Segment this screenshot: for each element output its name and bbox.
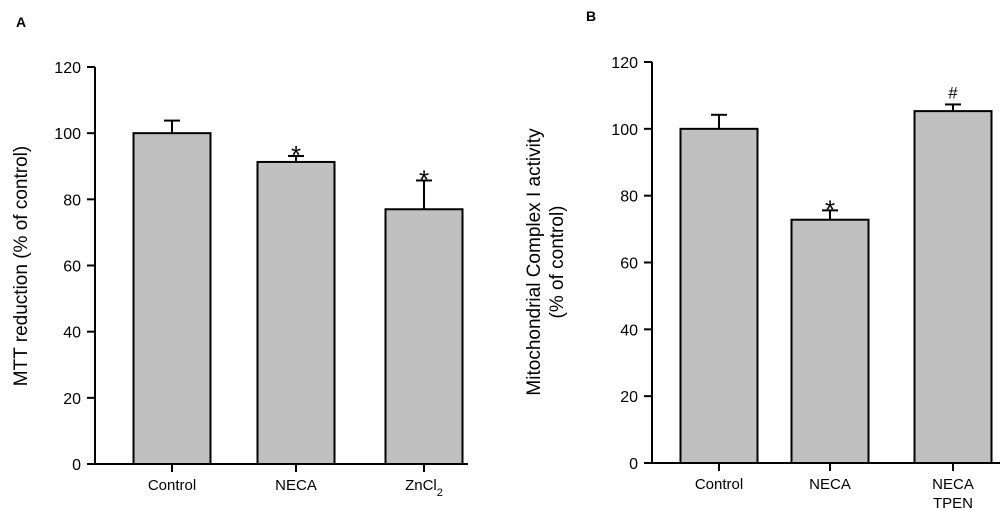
panel-a-category-label: ZnCl2 (405, 477, 443, 499)
panel-b-category-label-line2: TPEN (933, 495, 973, 510)
panel-a-category-subscript: 2 (437, 487, 443, 499)
panel-a-y-tick-label: 20 (63, 391, 81, 408)
panel-a-bar (132, 132, 212, 466)
panel-a-bar (256, 160, 336, 466)
panel-a-category-label: NECA (275, 477, 317, 494)
panel-a-y-axis-label: MTT reduction (% of control) (11, 146, 32, 386)
panel-a-significance-marker: * (291, 140, 301, 170)
panel-a-y-tick-label: 80 (63, 192, 81, 209)
panel-b-y-tick-label: 120 (611, 55, 638, 72)
panel-a-y-tick-label: 60 (63, 259, 81, 276)
panel-b-y-axis-label-line1: Mitochondrial Complex I activity (524, 128, 545, 396)
panel-b-significance-marker: # (948, 83, 958, 102)
panel-b-y-tick-label: 100 (611, 122, 638, 139)
panel-b-letter: B (586, 8, 596, 24)
panel-b: B 0 20 40 60 80 100 120 Control NECA * NECA TPEN # M… (524, 8, 1000, 510)
panel-a-y-tick-label: 100 (54, 126, 81, 143)
panel-b-y-tick-label: 60 (620, 256, 638, 273)
panel-a-y-tick-label: 40 (63, 325, 81, 342)
panel-a-category-label: Control (148, 477, 196, 494)
panel-a-y-tick-label: 120 (54, 60, 81, 77)
panel-a-bar (384, 208, 464, 465)
panel-b-category-label: NECA (932, 476, 974, 493)
panel-a-letter: A (16, 14, 26, 30)
panel-a: A 0 20 40 60 80 100 120 Control NECA * ZnCl2 * MTT … (11, 14, 468, 499)
panel-b-category-label: NECA (809, 476, 851, 493)
panel-b-y-tick-label: 0 (629, 456, 638, 473)
panel-b-bar (790, 218, 870, 464)
panel-a-y-tick-label: 0 (72, 457, 81, 474)
panel-a-significance-marker: * (419, 164, 429, 194)
panel-b-y-tick-label: 40 (620, 322, 638, 339)
panel-b-bar (913, 110, 993, 464)
panel-b-y-axis-label-line2: (% of control) (547, 206, 568, 319)
panel-b-significance-marker: * (825, 194, 835, 224)
panel-b-y-tick-label: 20 (620, 389, 638, 406)
panel-b-bar (679, 127, 759, 464)
panel-b-y-tick-label: 80 (620, 189, 638, 206)
panel-b-category-label: Control (695, 476, 743, 493)
